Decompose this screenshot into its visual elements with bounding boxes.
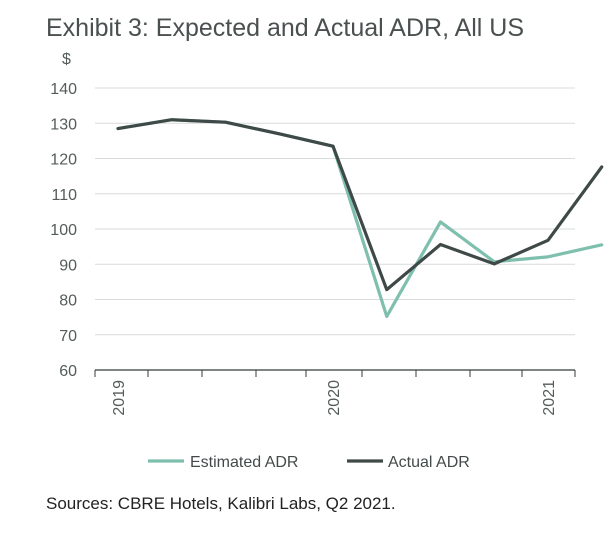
y-axis-label: $	[62, 51, 71, 68]
y-tick-label-140: 140	[50, 81, 77, 98]
series-line-actual-adr	[116, 118, 604, 292]
series-lines	[116, 118, 604, 319]
x-tick-label-2021: 2021	[541, 380, 558, 416]
source-note: Sources: CBRE Hotels, Kalibri Labs, Q2 2…	[46, 494, 396, 513]
y-tick-label-110: 110	[51, 187, 77, 204]
legend: Estimated ADR Actual ADR	[148, 454, 470, 471]
y-tick-label-80: 80	[59, 293, 77, 310]
y-tick-labels: 60 70 80 90 100 110 120 130 140	[50, 81, 77, 380]
x-tick-label-2020: 2020	[326, 380, 343, 416]
y-tick-label-100: 100	[50, 222, 77, 239]
gridlines	[95, 87, 575, 336]
y-tick-label-120: 120	[50, 152, 77, 169]
y-tick-label-90: 90	[59, 257, 77, 274]
legend-label-1: Actual ADR	[388, 454, 470, 471]
y-tick-label-70: 70	[59, 328, 77, 345]
y-tick-label-60: 60	[59, 363, 77, 380]
chart-canvas: 60 70 80 90 100 110 120 130 140 $ 2019 2020 2021 E…	[50, 51, 604, 471]
x-tick-label-2019: 2019	[111, 380, 128, 416]
y-tick-label-130: 130	[50, 116, 77, 133]
chart-title: Exhibit 3: Expected and Actual ADR, All …	[46, 14, 525, 42]
x-axis: 2019 2020 2021	[94, 369, 576, 416]
legend-label-0: Estimated ADR	[190, 454, 298, 471]
